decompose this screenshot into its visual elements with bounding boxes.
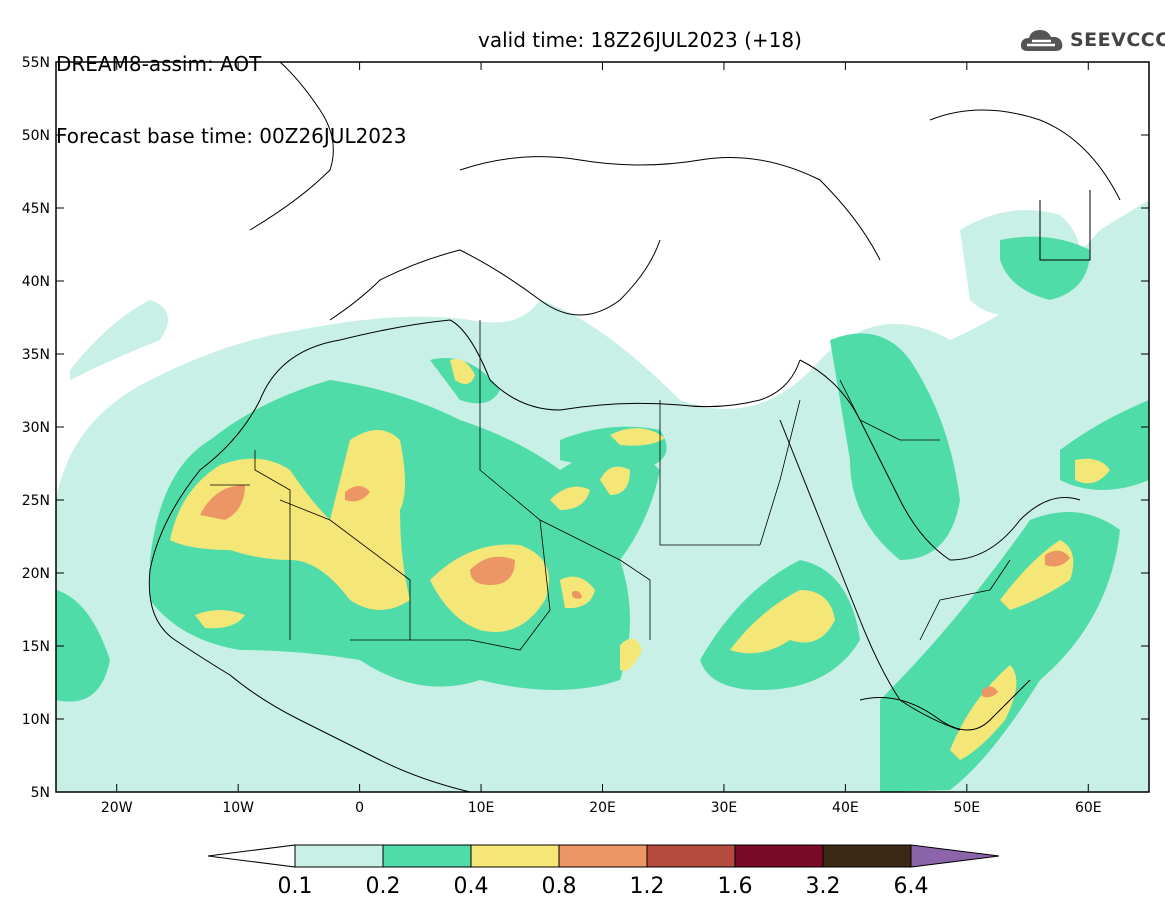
lat-tick-label: 55N [22, 55, 50, 71]
cloud-logo-icon [1020, 30, 1063, 51]
latitude-axis: 5N 10N 15N 20N 25N 30N 35N 40N 45N 50N 55N [22, 55, 1149, 801]
lat-tick-label: 40N [22, 274, 50, 290]
colorbar-swatch [382, 844, 472, 868]
colorbar-high-arrow [910, 844, 1000, 868]
map-title: DREAM8-assim: AOT Forecast base time: 00… [56, 4, 406, 172]
colorbar-label: 0.1 [278, 874, 313, 899]
aot-band-0.8 [200, 485, 1070, 698]
lon-tick-label: 10E [468, 800, 495, 816]
colorbar-swatch [734, 844, 824, 868]
colorbar-label: 0.8 [542, 874, 577, 899]
longitude-axis: 20W 10W 0 10E 20E 30E 40E 50E 60E [101, 62, 1102, 816]
lat-tick-label: 50N [22, 128, 50, 144]
colorbar-label: 0.2 [366, 874, 401, 899]
lon-tick-label: 20E [589, 800, 616, 816]
lon-tick-label: 20W [101, 800, 133, 816]
aot-contours [56, 200, 1149, 792]
colorbar-label: 1.6 [718, 874, 753, 899]
colorbar-label: 0.4 [454, 874, 489, 899]
forecast-base-time: Forecast base time: 00Z26JUL2023 [56, 124, 407, 148]
colorbar-label: 6.4 [894, 874, 929, 899]
lat-tick-label: 25N [22, 493, 50, 509]
borders [210, 320, 1011, 651]
colorbar-swatch [558, 844, 648, 868]
lat-tick-label: 30N [22, 420, 50, 436]
lon-tick-label: 50E [953, 800, 980, 816]
lon-tick-label: 60E [1075, 800, 1102, 816]
colorbar-swatch [822, 844, 912, 868]
lat-tick-label: 10N [22, 712, 50, 728]
lat-tick-label: 5N [31, 785, 50, 801]
colorbar-swatch [294, 844, 384, 868]
seevccc-logo: SEEVCCC [1018, 24, 1165, 56]
lon-tick-label: 10W [222, 800, 254, 816]
lon-tick-label: 40E [832, 800, 859, 816]
lat-tick-label: 20N [22, 566, 50, 582]
colorbar-swatch [470, 844, 560, 868]
lat-tick-label: 45N [22, 201, 50, 217]
colorbar-swatch [646, 844, 736, 868]
lon-tick-label: 0 [355, 800, 364, 816]
lon-tick-label: 30E [711, 800, 738, 816]
colorbar: 0.1 0.2 0.4 0.8 1.2 1.6 3.2 6.4 [207, 844, 1000, 899]
lat-tick-label: 35N [22, 347, 50, 363]
colorbar-label: 1.2 [630, 874, 665, 899]
colorbar-low-arrow [207, 844, 296, 868]
lat-tick-label: 15N [22, 639, 50, 655]
logo-text: SEEVCCC [1070, 29, 1165, 51]
product-title: DREAM8-assim: AOT [56, 52, 262, 76]
colorbar-label: 3.2 [806, 874, 841, 899]
valid-time: valid time: 18Z26JUL2023 (+18) [478, 28, 802, 52]
coastlines [148, 62, 1121, 792]
